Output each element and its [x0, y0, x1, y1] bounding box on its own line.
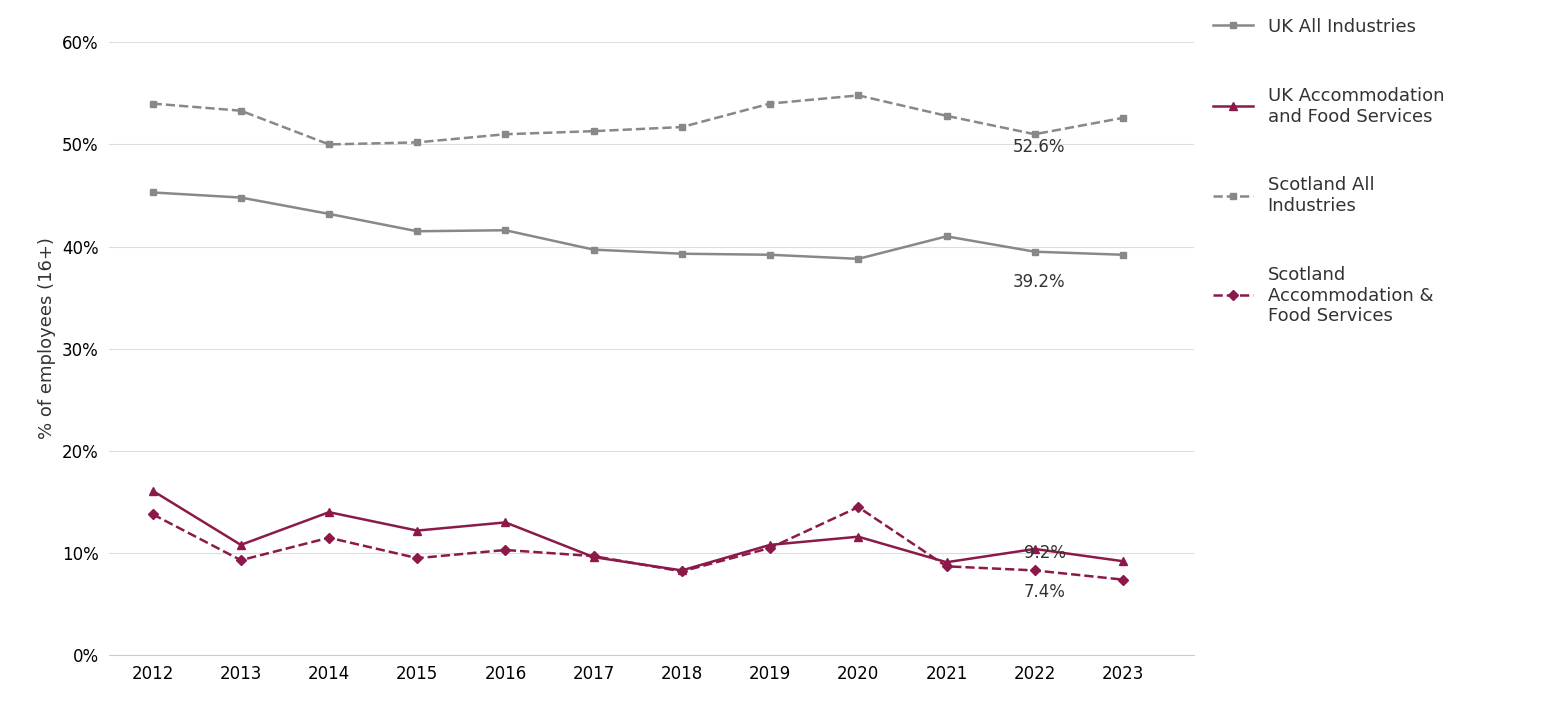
UK Accommodation
and Food Services [849, 532, 868, 541]
Text: 52.6%: 52.6% [1014, 138, 1065, 157]
UK All Industries [143, 188, 161, 197]
Scotland
Accommodation &
Food Services [673, 567, 691, 576]
Text: 9.2%: 9.2% [1023, 544, 1065, 562]
Scotland
Accommodation &
Food Services [761, 544, 780, 553]
UK Accommodation
and Food Services [1113, 557, 1131, 566]
UK All Industries [938, 232, 956, 241]
UK Accommodation
and Food Services [938, 558, 956, 566]
Line: UK All Industries: UK All Industries [149, 189, 1127, 262]
Line: Scotland All
Industries: Scotland All Industries [149, 92, 1127, 148]
Scotland
Accommodation &
Food Services [849, 503, 868, 512]
Scotland
Accommodation &
Food Services [938, 562, 956, 571]
UK Accommodation
and Food Services [761, 540, 780, 549]
Scotland All
Industries [849, 91, 868, 100]
Scotland All
Industries [1026, 130, 1045, 138]
UK Accommodation
and Food Services [673, 566, 691, 575]
UK Accommodation
and Food Services [143, 486, 161, 495]
UK All Industries [673, 250, 691, 258]
Scotland
Accommodation &
Food Services [231, 556, 250, 565]
UK All Industries [496, 226, 515, 234]
UK All Industries [1113, 250, 1131, 259]
UK All Industries [231, 193, 250, 202]
Line: UK Accommodation
and Food Services: UK Accommodation and Food Services [149, 486, 1127, 574]
Scotland
Accommodation &
Food Services [1026, 566, 1045, 575]
UK All Industries [1026, 248, 1045, 256]
Scotland All
Industries [319, 140, 338, 149]
Scotland
Accommodation &
Food Services [408, 554, 426, 563]
UK Accommodation
and Food Services [408, 526, 426, 535]
UK Accommodation
and Food Services [231, 540, 250, 549]
UK All Industries [408, 227, 426, 236]
Scotland All
Industries [143, 99, 161, 108]
Scotland All
Industries [938, 111, 956, 120]
Scotland All
Industries [761, 99, 780, 108]
Y-axis label: % of employees (16+): % of employees (16+) [39, 237, 56, 440]
UK All Industries [849, 255, 868, 264]
Scotland
Accommodation &
Food Services [584, 552, 603, 561]
Scotland All
Industries [673, 123, 691, 132]
Scotland All
Industries [1113, 114, 1131, 122]
Line: Scotland
Accommodation &
Food Services: Scotland Accommodation & Food Services [149, 504, 1127, 583]
Scotland All
Industries [231, 106, 250, 115]
UK Accommodation
and Food Services [319, 508, 338, 517]
Scotland
Accommodation &
Food Services [143, 510, 161, 518]
UK Accommodation
and Food Services [584, 553, 603, 561]
UK All Industries [319, 210, 338, 218]
Legend: UK All Industries, UK Accommodation
and Food Services, Scotland All
Industries, : UK All Industries, UK Accommodation and … [1214, 18, 1445, 325]
Text: 39.2%: 39.2% [1014, 273, 1065, 291]
Scotland All
Industries [584, 127, 603, 135]
Scotland
Accommodation &
Food Services [496, 545, 515, 554]
UK All Industries [584, 245, 603, 254]
UK All Industries [761, 250, 780, 259]
UK Accommodation
and Food Services [1026, 545, 1045, 553]
Scotland
Accommodation &
Food Services [1113, 575, 1131, 584]
UK Accommodation
and Food Services [496, 518, 515, 527]
Scotland All
Industries [408, 138, 426, 147]
Text: 7.4%: 7.4% [1023, 583, 1065, 601]
Scotland All
Industries [496, 130, 515, 138]
Scotland
Accommodation &
Food Services [319, 534, 338, 542]
